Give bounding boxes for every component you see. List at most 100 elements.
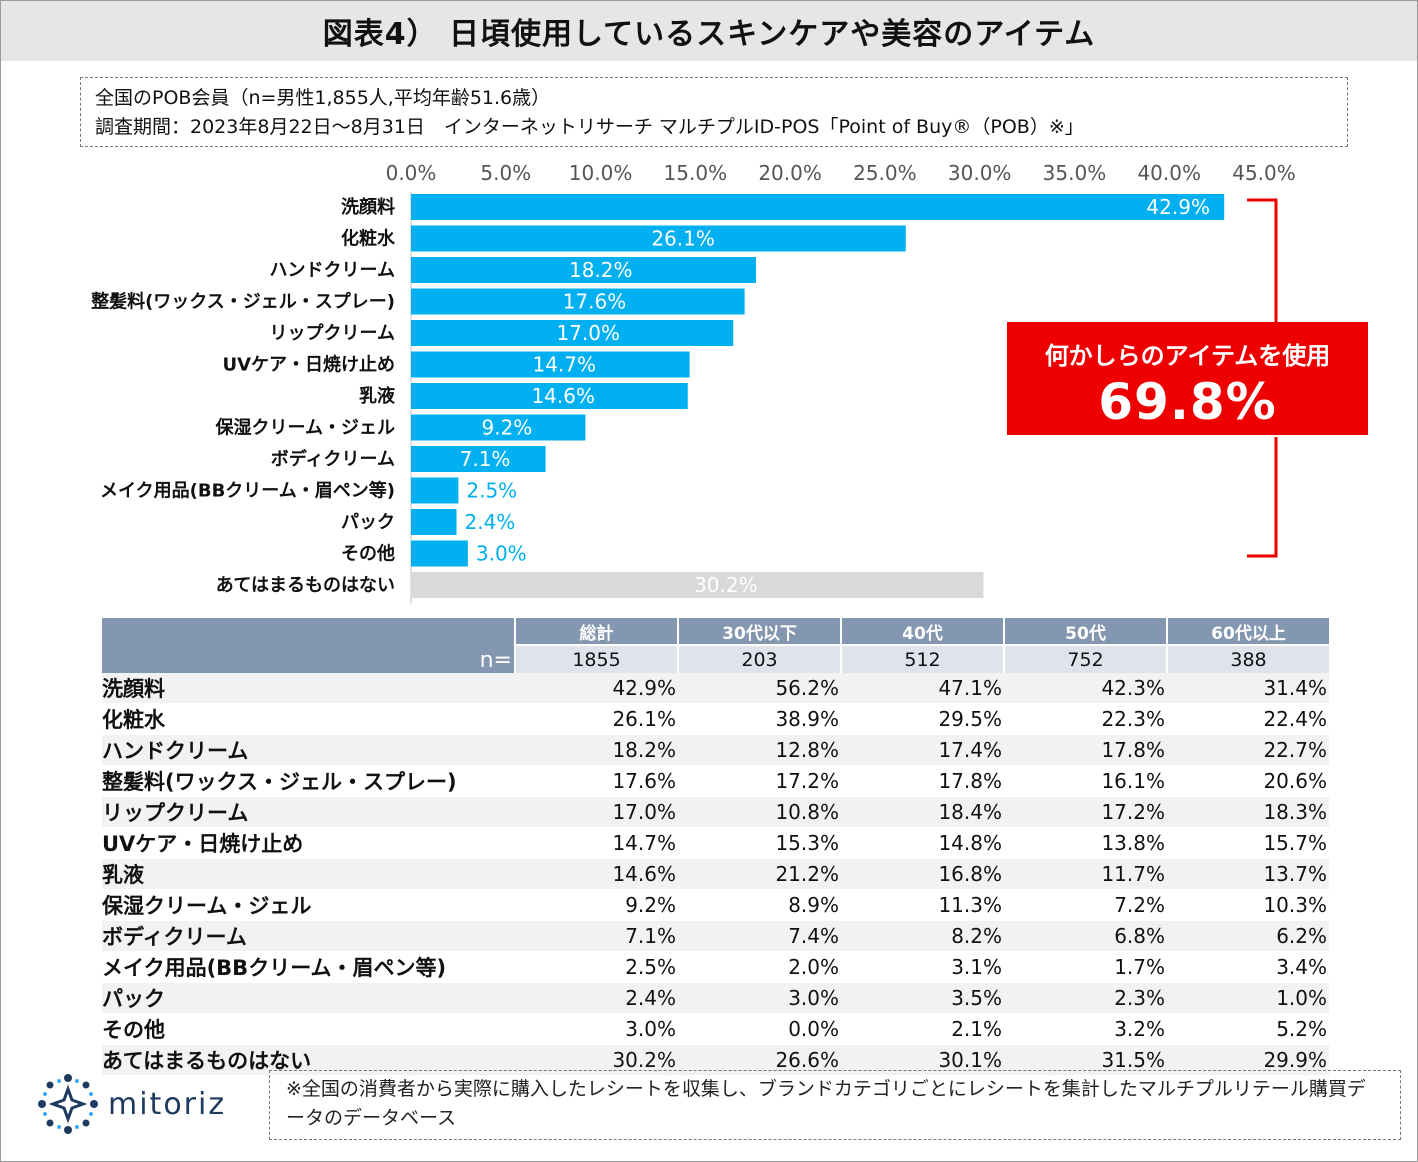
bar-chart: 0.0% 5.0% 10.0% 15.0% 20.0% 25.0% 30.0% 35.0% 40… — [90, 161, 1296, 604]
row-label: その他 — [102, 1013, 515, 1045]
table-cell: 17.4% — [841, 734, 1004, 766]
table-cell: 2.1% — [841, 1013, 1004, 1045]
bar — [411, 225, 906, 252]
bar — [411, 572, 984, 598]
row-label: リップクリーム — [102, 796, 515, 828]
table-cell: 14.7% — [515, 827, 678, 859]
table-cell: 15.3% — [678, 827, 841, 859]
logo-text: mitoriz — [108, 1086, 227, 1122]
table-cell: 3.0% — [678, 982, 841, 1014]
data-label: 18.2% — [569, 258, 633, 282]
sparkle-ring-icon — [38, 1074, 98, 1134]
table-cell: 17.8% — [1004, 734, 1167, 766]
category-label: その他 — [341, 543, 395, 565]
survey-line-1: 全国のPOB会員（n=男性1,855人,平均年齢51.6歳） — [95, 87, 551, 109]
bar — [411, 477, 459, 504]
table-cell: 13.7% — [1167, 858, 1329, 890]
x-tick-label: 20.0% — [758, 161, 822, 185]
n-value: 752 — [1003, 644, 1167, 673]
column-header: 30代以下 — [677, 618, 841, 645]
bar — [411, 320, 734, 346]
callout-label: 何かしらのアイテムを使用 — [1044, 342, 1331, 370]
table-cell: 18.4% — [841, 796, 1004, 828]
table-cell: 15.7% — [1167, 827, 1329, 859]
table-row: 化粧水 26.1% 38.9% 29.5% 22.3% 22.4% — [102, 703, 1329, 735]
callout-box: 何かしらのアイテムを使用 69.8% — [1007, 322, 1368, 435]
table-cell: 29.5% — [841, 703, 1004, 735]
n-label: n= — [102, 618, 515, 673]
table-cell: 20.6% — [1167, 765, 1329, 797]
category-label: メイク用品(BBクリーム・眉ペン等) — [100, 480, 395, 502]
category-label: ボディクリーム — [271, 448, 395, 470]
category-label: パック — [341, 512, 395, 533]
table-cell: 17.2% — [678, 765, 841, 797]
column-header: 総計 — [514, 618, 678, 645]
row-label: 保湿クリーム・ジェル — [102, 889, 515, 921]
table-cell: 2.5% — [515, 951, 678, 983]
bar — [411, 446, 546, 472]
table-cell: 1.0% — [1167, 982, 1329, 1014]
table-cell: 5.2% — [1167, 1013, 1329, 1045]
table-cell: 17.0% — [515, 796, 678, 828]
table-cell: 11.7% — [1004, 858, 1167, 890]
data-label: 17.6% — [563, 290, 627, 314]
data-label: 42.9% — [1146, 195, 1210, 219]
category-label: 洗顔料 — [341, 196, 395, 218]
table-cell: 56.2% — [678, 673, 841, 704]
table-cell: 22.7% — [1167, 734, 1329, 766]
table-cell: 22.3% — [1004, 703, 1167, 735]
bar — [411, 383, 688, 409]
table-cell: 16.1% — [1004, 765, 1167, 797]
table-cell: 1.7% — [1004, 951, 1167, 983]
n-value: 203 — [677, 644, 841, 673]
callout-value: 69.8% — [1098, 373, 1277, 431]
table-cell: 38.9% — [678, 703, 841, 735]
table-cell: 26.1% — [515, 703, 678, 735]
data-label: 26.1% — [651, 227, 715, 251]
data-label: 2.4% — [464, 510, 515, 534]
table-cell: 21.2% — [678, 858, 841, 890]
survey-line-2: 調査期間：2023年8月22日～8月31日 インターネットリサーチ マルチプルI… — [95, 116, 1084, 138]
row-label: ハンドクリーム — [102, 734, 515, 766]
table-row: パック 2.4% 3.0% 3.5% 2.3% 1.0% — [102, 982, 1329, 1014]
data-label: 17.0% — [556, 321, 620, 345]
x-tick-label: 30.0% — [948, 161, 1012, 185]
table-cell: 9.2% — [515, 889, 678, 921]
table-row: UVケア・日焼け止め 14.7% 15.3% 14.8% 13.8% 15.7% — [102, 827, 1329, 859]
category-label: ハンドクリーム — [270, 260, 395, 281]
table-cell: 16.8% — [841, 858, 1004, 890]
table-cell: 10.8% — [678, 796, 841, 828]
bar — [411, 194, 1225, 220]
data-table: n= 総計 30代以下 40代 50代 60代以上 1855 203 512 7… — [102, 618, 1329, 1076]
table-cell: 13.8% — [1004, 827, 1167, 859]
x-tick-label: 15.0% — [664, 161, 728, 185]
column-header: 60代以上 — [1166, 618, 1329, 645]
bar — [411, 351, 690, 378]
table-cell: 17.6% — [515, 765, 678, 797]
data-label: 14.6% — [531, 384, 595, 408]
page-title: 図表4） 日頃使用しているスキンケアや美容のアイテム — [1, 1, 1417, 61]
row-label: 洗顔料 — [102, 673, 515, 704]
bracket-lower — [1247, 437, 1278, 558]
table-row: リップクリーム 17.0% 10.8% 18.4% 17.2% 18.3% — [102, 796, 1329, 828]
footnote-text: ※全国の消費者から実際に購入したレシートを収集し、ブランドカテゴリごとにレシート… — [286, 1078, 1366, 1129]
table-cell: 7.2% — [1004, 889, 1167, 921]
table-row: 洗顔料 42.9% 56.2% 47.1% 42.3% 31.4% — [102, 673, 1329, 704]
table-cell: 7.1% — [515, 920, 678, 952]
category-label: 化粧水 — [341, 228, 396, 250]
table-cell: 6.2% — [1167, 920, 1329, 952]
table-cell: 3.2% — [1004, 1013, 1167, 1045]
table-cell: 2.3% — [1004, 982, 1167, 1014]
column-header: 40代 — [840, 618, 1004, 645]
table-cell: 17.2% — [1004, 796, 1167, 828]
category-label: 整髪料(ワックス・ジェル・スプレー) — [90, 291, 395, 313]
table-cell: 31.4% — [1167, 673, 1329, 704]
table-cell: 6.8% — [1004, 920, 1167, 952]
table-row: 整髪料(ワックス・ジェル・スプレー) 17.6% 17.2% 17.8% 16.1% 20… — [102, 765, 1329, 797]
table-cell: 42.3% — [1004, 673, 1167, 704]
row-label: UVケア・日焼け止め — [102, 827, 515, 859]
table-cell: 3.1% — [841, 951, 1004, 983]
table-row: ハンドクリーム 18.2% 12.8% 17.4% 17.8% 22.7% — [102, 734, 1329, 766]
table-row: メイク用品(BBクリーム・眉ペン等) 2.5% 2.0% 3.1% 1.7% 3.4% — [102, 951, 1329, 983]
x-tick-label: 45.0% — [1232, 161, 1296, 185]
